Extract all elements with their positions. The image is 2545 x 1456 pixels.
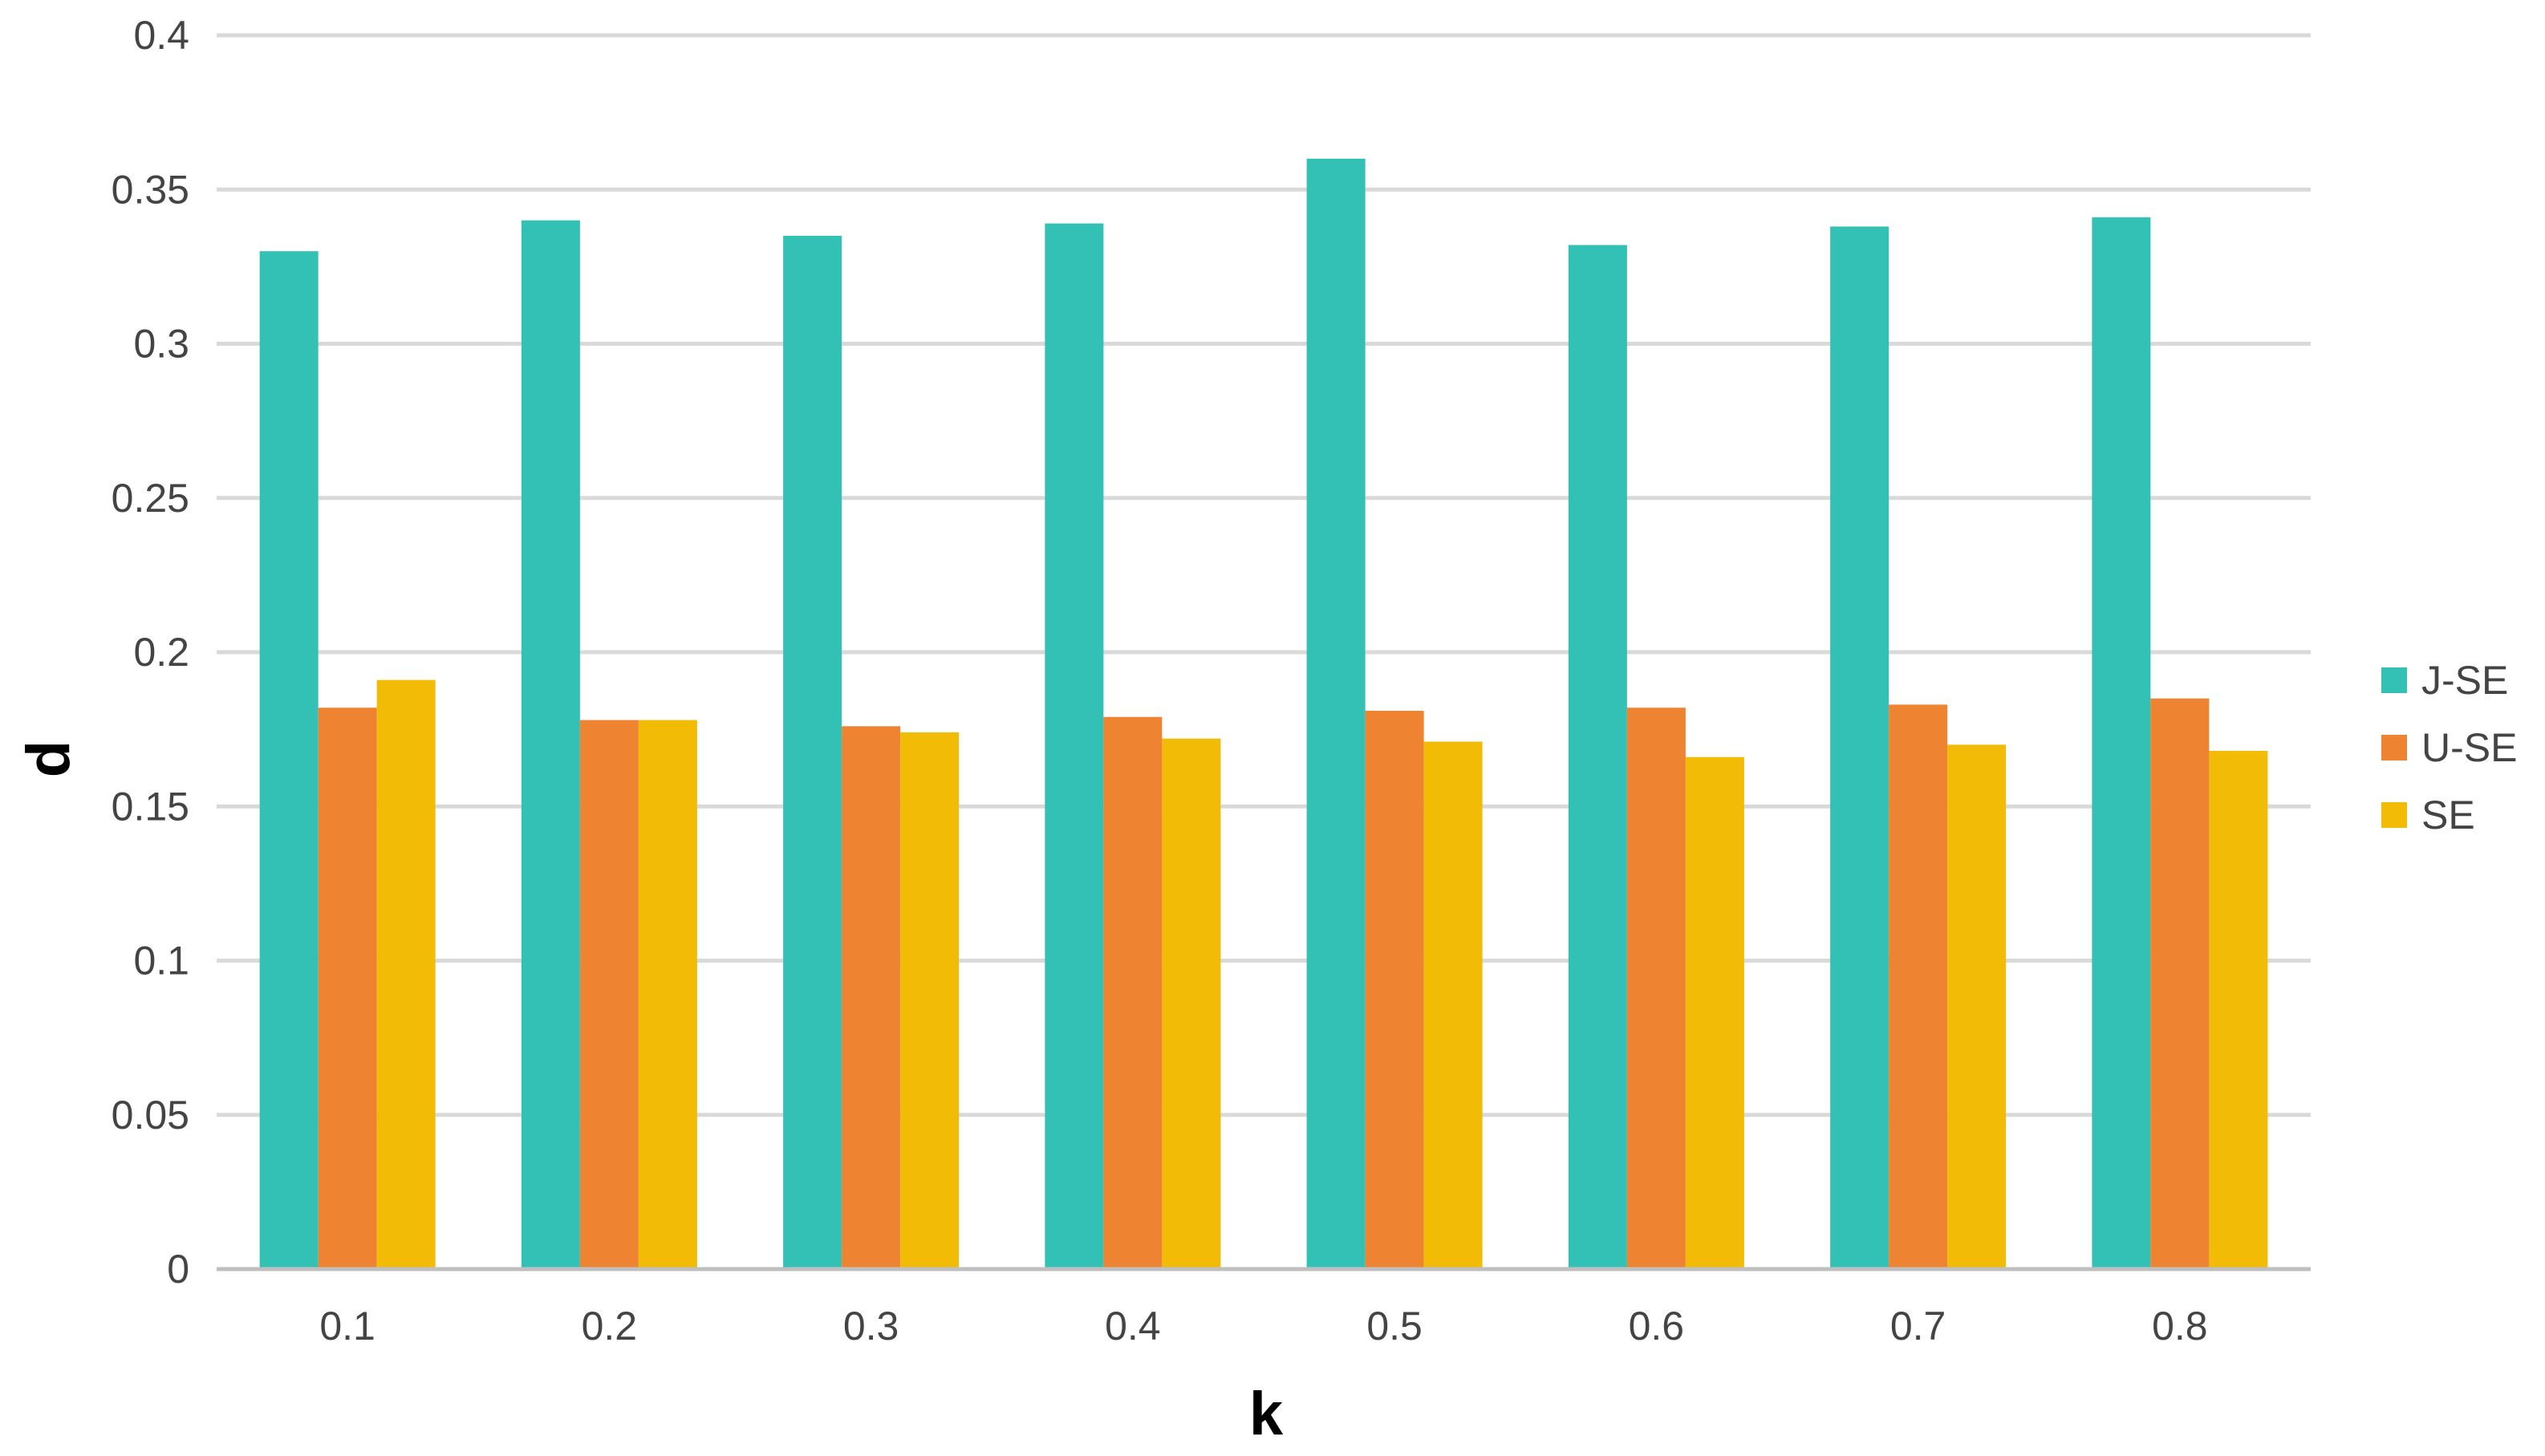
y-tick-label: 0.4 <box>133 13 189 58</box>
legend-label-j-se: J-SE <box>2421 658 2508 703</box>
bar-j-se-0.6 <box>1568 245 1627 1270</box>
bar-u-se-0.8 <box>2150 698 2210 1269</box>
y-tick-label: 0.3 <box>133 322 189 367</box>
y-axis-title: d <box>14 740 83 777</box>
bar-u-se-0.7 <box>1889 704 1948 1269</box>
x-tick-label: 0.5 <box>1366 1304 1423 1349</box>
bar-u-se-0.6 <box>1626 708 1686 1269</box>
x-tick-labels: 0.1 0.2 0.3 0.4 0.5 0.6 0.7 0.8 <box>319 1304 2207 1349</box>
bar-se-0.2 <box>638 720 697 1269</box>
bar-u-se-0.3 <box>842 726 901 1269</box>
x-tick-label: 0.2 <box>582 1304 638 1349</box>
x-tick-label: 0.1 <box>319 1304 375 1349</box>
bar-u-se-0.1 <box>318 708 377 1269</box>
y-tick-label: 0 <box>167 1247 189 1292</box>
y-tick-label: 0.35 <box>112 167 189 212</box>
x-tick-label: 0.7 <box>1890 1304 1946 1349</box>
y-tick-label: 0.05 <box>112 1093 189 1138</box>
bar-se-0.3 <box>900 732 960 1269</box>
legend-swatch-j-se <box>2381 667 2407 693</box>
legend-swatch-se <box>2381 802 2407 828</box>
legend: J-SE U-SE SE <box>2381 658 2517 838</box>
bar-u-se-0.2 <box>579 720 639 1269</box>
bar-se-0.6 <box>1685 756 1744 1269</box>
bar-j-se-0.5 <box>1306 158 1366 1269</box>
legend-label-se: SE <box>2421 793 2475 838</box>
y-tick-label: 0.2 <box>133 630 189 675</box>
legend-swatch-u-se <box>2381 735 2407 760</box>
bar-j-se-0.2 <box>521 220 580 1270</box>
y-tick-label: 0.25 <box>112 476 189 521</box>
bar-u-se-0.5 <box>1365 711 1424 1269</box>
bar-j-se-0.8 <box>2092 217 2151 1270</box>
bar-se-0.1 <box>376 679 436 1269</box>
bar-se-0.5 <box>1423 741 1483 1269</box>
y-axis: 0 0.05 0.1 0.15 0.2 0.25 0.3 0.35 0.4 <box>112 13 189 1292</box>
bar-j-se-0.1 <box>259 251 319 1269</box>
x-tick-label: 0.4 <box>1105 1304 1161 1349</box>
bar-j-se-0.3 <box>783 235 842 1269</box>
bars <box>259 158 2268 1270</box>
bar-se-0.7 <box>1947 744 2007 1269</box>
x-axis-title: k <box>1249 1380 1284 1448</box>
bar-se-0.8 <box>2209 751 2268 1269</box>
x-tick-label: 0.6 <box>1629 1304 1685 1349</box>
y-tick-label: 0.1 <box>133 939 189 984</box>
y-tick-label: 0.15 <box>112 784 189 829</box>
bar-se-0.4 <box>1162 738 1221 1269</box>
legend-label-u-se: U-SE <box>2421 725 2517 770</box>
bar-u-se-0.4 <box>1103 716 1163 1269</box>
bar-j-se-0.7 <box>1830 226 1889 1269</box>
x-tick-label: 0.8 <box>2152 1304 2208 1349</box>
x-tick-label: 0.3 <box>843 1304 899 1349</box>
bar-j-se-0.4 <box>1045 223 1104 1269</box>
